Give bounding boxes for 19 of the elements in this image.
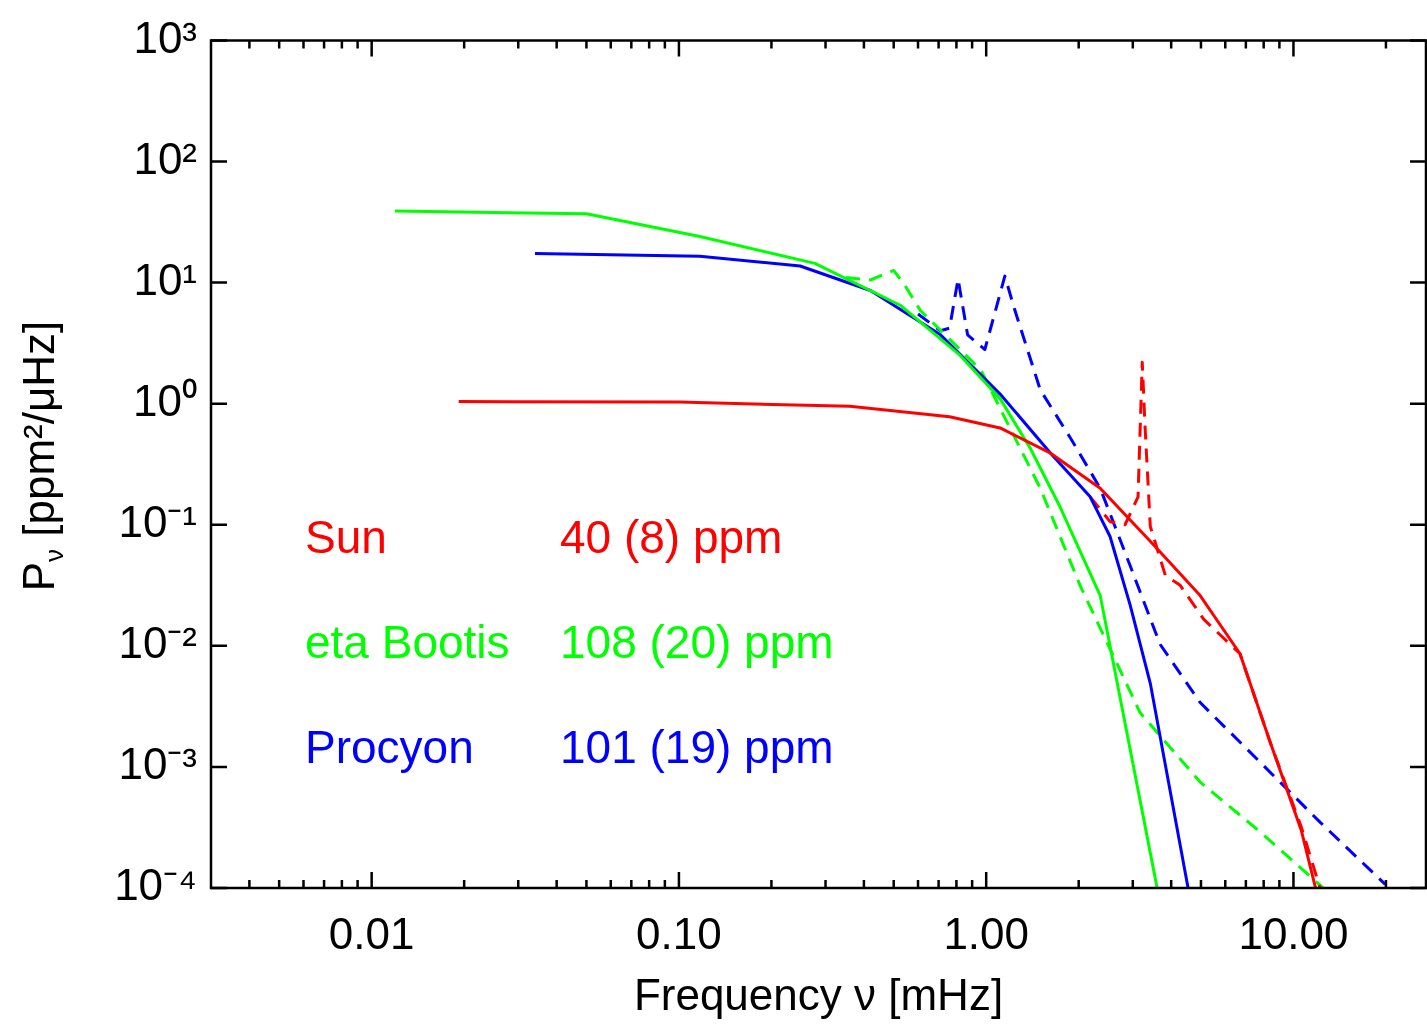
y-tick-label: 10¹ [133, 254, 197, 304]
y-tick-label: 10⁻² [118, 617, 197, 667]
text: eta Bootis [305, 615, 510, 668]
y-tick-label: 10⁰ [133, 375, 197, 425]
text: Procyon [305, 720, 474, 773]
x-tick-label: 0.10 [636, 908, 722, 958]
y-tick-label: 10⁻¹ [118, 496, 197, 546]
x-tick-label: 1.00 [943, 908, 1030, 958]
x-axis-title: Frequency ν [mHz] [633, 969, 1004, 1019]
x-tick-label: 0.01 [328, 908, 415, 958]
y-tick-label: 10² [133, 133, 197, 183]
x-tick-label: 10.00 [1238, 908, 1349, 958]
y-tick-label: 10⁻⁴ [114, 860, 197, 910]
y-tick-label: 10⁻³ [118, 739, 197, 789]
annotation: 108 (20) ppm [560, 615, 834, 668]
text: Sun [305, 510, 387, 563]
annotation: 101 (19) ppm [560, 720, 834, 773]
annotation: 40 (8) ppm [560, 510, 783, 563]
y-tick-label: 10³ [133, 12, 197, 62]
